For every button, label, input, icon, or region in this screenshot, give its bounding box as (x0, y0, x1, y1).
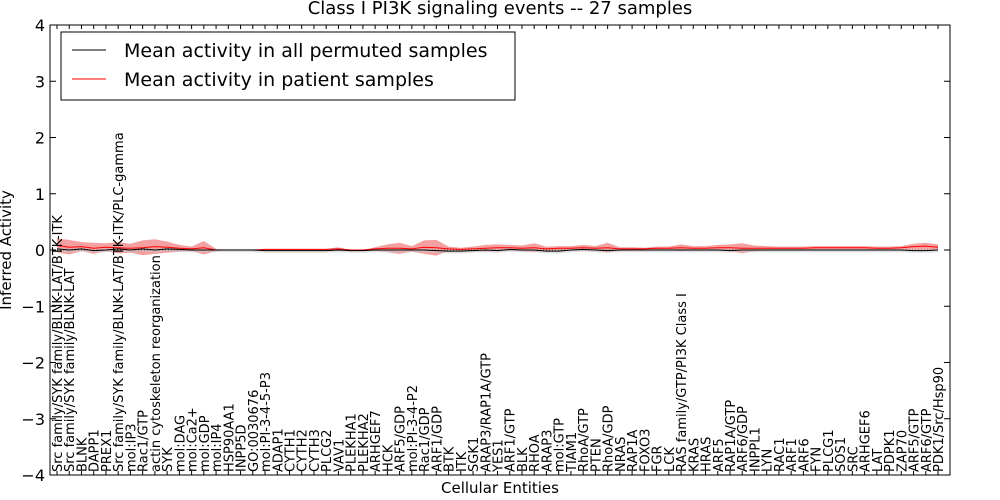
x-tick-label: LAT (871, 449, 886, 472)
x-tick-label: RAC1 (773, 437, 788, 472)
x-tick-label: INPPL1 (749, 427, 764, 472)
x-tick-label: PDK1/Src/Hsp90 (932, 367, 947, 472)
x-tick-label: mol:IP3 (124, 423, 139, 472)
x-tick-label: HRAS (700, 437, 715, 472)
x-tick-label: mol:PI-3-4-5-P3 (259, 372, 274, 472)
x-tick-label: actin cytoskeleton reorganization (149, 255, 164, 472)
x-tick-label: ARF6 (797, 438, 812, 472)
x-tick-label: mol:DAG (173, 415, 188, 472)
legend: Mean activity in all permuted samples Me… (60, 31, 516, 101)
plot-area: −4 −3 −2 −1 0 1 2 3 4 Src family/SYK family/BLNK-… (21, 16, 951, 485)
x-tick-label: Src family/SYK family/BLNK-LAT/BTK-ITK/P… (112, 132, 127, 472)
x-tick-label: PLEKHA2 (357, 413, 372, 472)
x-tick-label: BTK (443, 446, 458, 472)
y-tick-label: 4 (35, 16, 45, 35)
x-tick-label: LCK (663, 447, 678, 472)
x-tick-label: PDPK1 (883, 430, 898, 473)
x-tick-label: ARF6/GTP (920, 408, 935, 472)
y-axis-label: Inferred Activity (0, 190, 15, 310)
x-tick-label: ARF1/GDP (430, 406, 445, 472)
x-axis-label: Cellular Entities (441, 479, 559, 497)
x-tick-label: Rac1/GTP (137, 410, 152, 472)
x-tick-label: mol:PI-3-4-P2 (406, 385, 421, 472)
x-tick-label: mol:Ca2+ (186, 407, 201, 472)
x-tick-label: ARF5/GTP (908, 408, 923, 472)
legend-frame (60, 31, 516, 101)
legend-label-permuted: Mean activity in all permuted samples (124, 40, 487, 62)
x-tick-label: ARF6/GDP (736, 406, 751, 472)
series-line-patient (56, 245, 939, 251)
x-tick-label: CYTH1 (284, 429, 299, 472)
x-tick-label: PREX1 (100, 430, 115, 472)
x-tick-label: RAP1A (626, 429, 641, 472)
x-tick-label: KRAS (687, 438, 702, 472)
x-tick-label: ARF5 (712, 438, 727, 472)
x-tick-label: INPP5D (235, 424, 250, 472)
x-tick-label: ARAP3 (540, 430, 555, 472)
x-tick-label: DAPP1 (88, 429, 103, 472)
x-tick-label: BLK (516, 447, 531, 472)
x-tick-label: ARF5/GDP (394, 406, 409, 472)
x-tick-label: ARHGEF7 (369, 410, 384, 472)
x-tick-label: ADAP1 (271, 428, 286, 472)
x-tick-label: CYTH2 (296, 429, 311, 472)
x-tick-label: LYN (761, 449, 776, 472)
x-tick-label: mol:GTP (553, 418, 568, 472)
legend-label-patient: Mean activity in patient samples (124, 69, 434, 91)
y-tick-label: 3 (35, 72, 45, 91)
x-tick-label: ARF1 (785, 438, 800, 472)
y-tick-label: 2 (35, 129, 45, 148)
x-tick-label: YES1 (492, 439, 507, 473)
y-tick-label: −2 (21, 354, 45, 373)
x-tick-label: PLCG2 (320, 429, 335, 472)
x-tick-label: TIAM1 (565, 432, 580, 473)
x-tick-label: ARHGEF6 (859, 410, 874, 472)
x-tick-label: NRAS (614, 437, 629, 472)
x-tick-label: ZAP70 (895, 430, 910, 472)
x-tick-label: mol:IP4 (210, 423, 225, 472)
y-tick-label: 1 (35, 185, 45, 204)
x-tick-label: SOS1 (834, 437, 849, 472)
x-tick-label: RHOA (528, 434, 543, 472)
y-tick-label: −1 (21, 297, 45, 316)
x-tick-label: RAS family/GTP/PI3K Class I (675, 293, 690, 472)
x-tick-label: RhoA/GTP (577, 408, 592, 472)
x-tick-label: SRC (846, 446, 861, 472)
x-tick-label: mol:GDP (198, 415, 213, 472)
x-tick-label: FOXO3 (638, 429, 653, 472)
x-tick-label: RAP1A/GTP (724, 400, 739, 472)
x-tick-label: FGR (651, 445, 666, 472)
x-tick-label: HCK (381, 444, 396, 472)
x-tick-label: PTEN (589, 438, 604, 472)
x-tick-label: VAV1 (332, 439, 347, 472)
x-tick-label: PLEKHA1 (345, 413, 360, 472)
y-tick-label: −4 (21, 466, 45, 485)
x-tick-label: ARF1/GTP (504, 408, 519, 472)
x-tick-label: ITK (455, 451, 470, 472)
y-tick-label: 0 (35, 241, 45, 260)
x-tick-label: BLNK (76, 437, 91, 472)
x-tick-label: FYN (810, 447, 825, 472)
x-tick-label: PLCG1 (822, 429, 837, 472)
x-tick-label: SYK (161, 447, 176, 472)
patient-activity-band (57, 238, 938, 256)
series-line-permuted (56, 248, 939, 252)
chart-title: Class I PI3K signaling events -- 27 samp… (308, 0, 693, 19)
x-tick-label: Src family/SYK family/BLNK-LAT/BTK-ITK (51, 215, 66, 472)
x-tick-label: ARAP3/RAP1A/GTP (479, 353, 494, 472)
y-tick-label: −3 (21, 410, 45, 429)
x-tick-label: Src family/SYK family/BLNK-LAT (63, 268, 78, 472)
x-tick-label: HSP90AA1 (222, 403, 237, 472)
x-tick-label: SGK1 (467, 437, 482, 472)
x-tick-label: CYTH3 (308, 429, 323, 472)
x-tick-label: Rac1/GDP (418, 407, 433, 472)
x-tick-label: RhoA/GDP (602, 405, 617, 472)
x-tick-label: GO:0030676 (247, 390, 262, 472)
